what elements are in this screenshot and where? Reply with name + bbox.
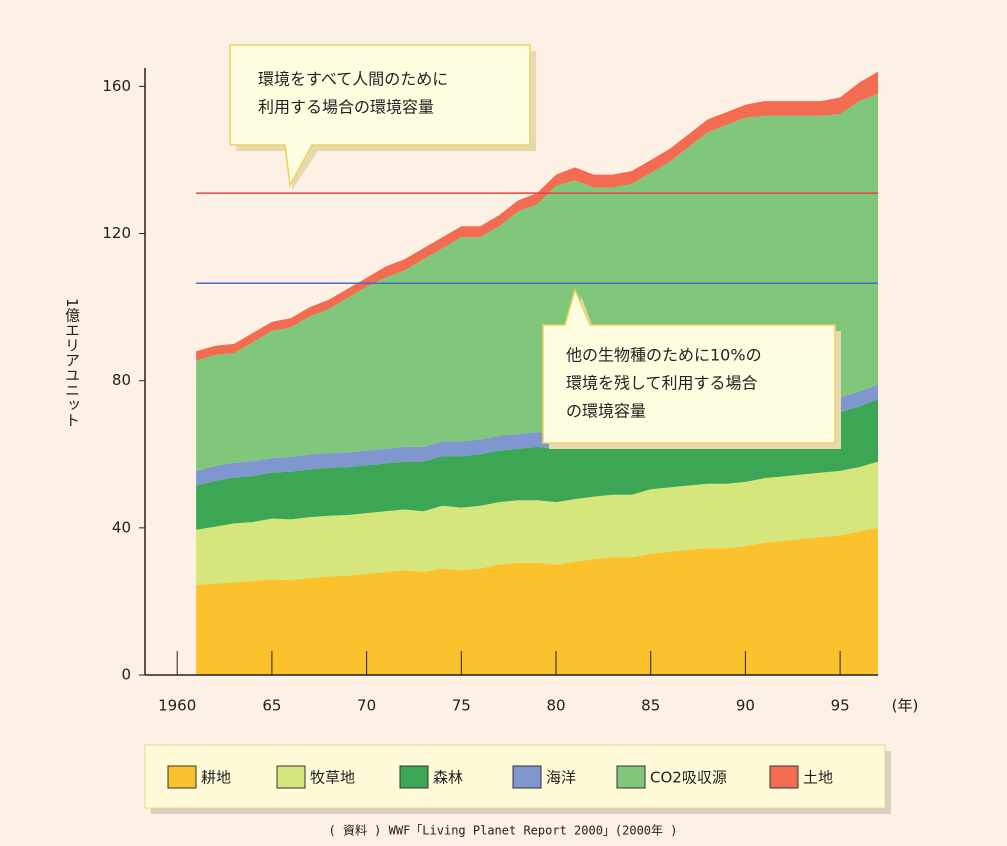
y-tick-label: 80 (112, 371, 131, 389)
x-tick-label: 1960 (158, 697, 196, 715)
area (196, 461, 879, 585)
x-tick-label: 65 (262, 697, 281, 715)
legend-label: CO2吸収源 (650, 769, 727, 787)
x-tick-label: 70 (357, 697, 376, 715)
legend-swatch (167, 765, 197, 789)
callout-box (229, 44, 531, 188)
y-tick-label: 120 (102, 224, 131, 242)
area (196, 384, 879, 486)
legend-label: 海洋 (546, 769, 576, 787)
callout: 他の生物種のために10%の 環境を残して利用する場合 の環境容量 (542, 287, 841, 449)
legend-label: 耕地 (201, 769, 231, 787)
y-tick-label: 160 (102, 77, 131, 95)
legend: 耕地 牧草地 森林 海洋 CO2吸収源 土地 (167, 765, 833, 789)
legend-swatch (769, 765, 799, 789)
legend-label: 森林 (433, 769, 463, 787)
x-tick-label: 95 (831, 697, 850, 715)
x-tick-label: 80 (546, 697, 565, 715)
legend-swatch (512, 765, 542, 789)
callout: 環境をすべて人間のために 利用する場合の環境容量 (229, 44, 536, 190)
legend-swatch (276, 765, 306, 789)
x-tick-label: 85 (641, 697, 660, 715)
legend-label: 牧草地 (310, 769, 355, 787)
legend-swatch (399, 765, 429, 789)
x-tick-label: 75 (452, 697, 471, 715)
annotation-text: 環境を残して利用する場合 (566, 374, 758, 393)
area (196, 527, 879, 675)
y-tick-label: 40 (112, 518, 131, 536)
legend-label: 土地 (803, 769, 833, 787)
plot-area: 0 40 80 120 160 1960 65 70 75 80 85 90 95 (年) 1億エリアユニッ… (63, 68, 918, 715)
y-tick-label: 0 (121, 666, 131, 684)
legend-swatch (616, 765, 646, 789)
source: ( 資料 ) WWF「Living Planet Report 2000」(20… (329, 824, 678, 838)
annotation-text: 利用する場合の環境容量 (258, 98, 434, 117)
x-axis-label: (年) (892, 697, 919, 715)
callout-box (542, 287, 836, 444)
area (196, 71, 879, 361)
annotation-text: 環境をすべて人間のために (258, 70, 448, 89)
annotation-text: 他の生物種のために10%の (566, 346, 762, 365)
y-axis-label: 1億エリアユニット (63, 298, 81, 428)
annotation-text: の環境容量 (566, 402, 646, 421)
x-tick-label: 90 (736, 697, 755, 715)
